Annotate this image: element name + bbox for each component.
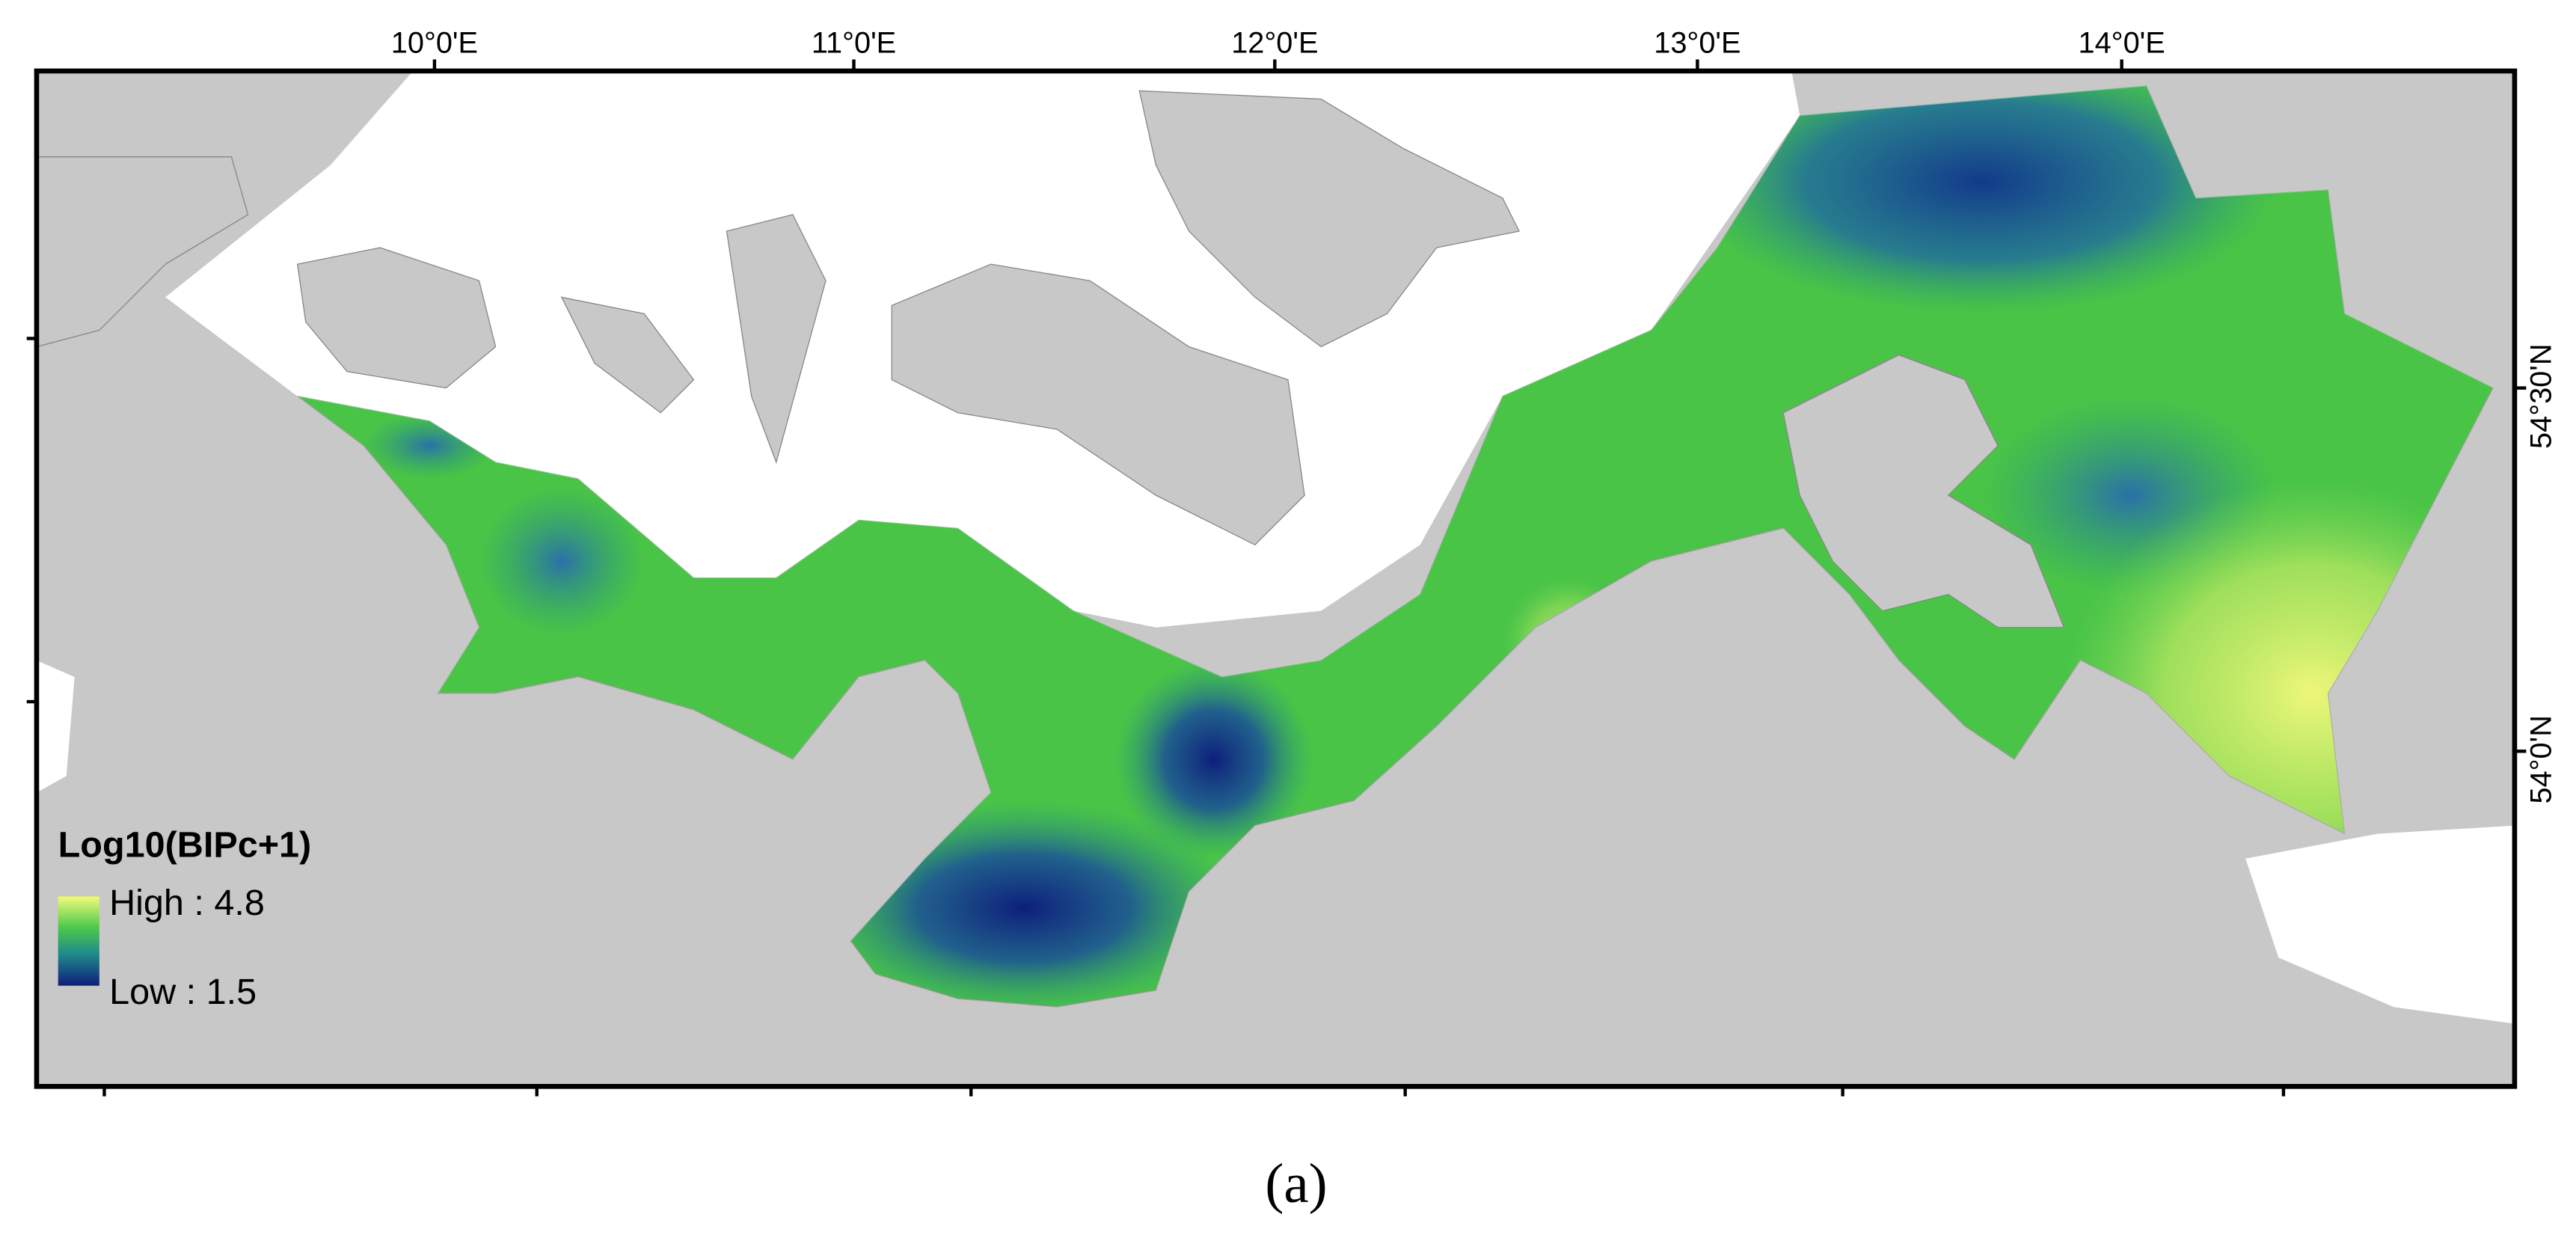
islands	[36, 90, 1520, 678]
longitude-label: 12°0'E	[1231, 27, 1318, 60]
longitude-label: 11°0'E	[812, 27, 896, 60]
graticule-ticks	[26, 59, 2527, 1097]
longitude-label: 14°0'E	[2079, 27, 2165, 60]
longitude-label: 10°0'E	[391, 27, 478, 60]
legend-low-label: Low : 1.5	[109, 972, 257, 1012]
latitude-label: 54°0'N	[2524, 715, 2557, 803]
longitude-label: 13°0'E	[1654, 27, 1741, 60]
figure-caption: (a)	[1265, 1153, 1327, 1215]
legend-color-ramp	[58, 896, 99, 986]
island	[1782, 354, 2065, 628]
water	[36, 660, 75, 793]
map-area	[36, 70, 2515, 1087]
water	[2245, 825, 2515, 1024]
legend-high-label: High : 4.8	[109, 883, 265, 923]
legend-title: Log10(BIPc+1)	[58, 825, 312, 865]
latitude-label: 54°30'N	[2524, 343, 2557, 449]
